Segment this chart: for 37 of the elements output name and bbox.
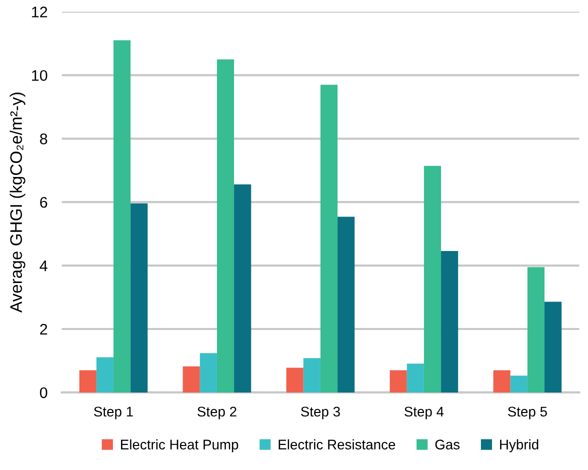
bar <box>130 203 148 392</box>
y-tick-label: 12 <box>32 6 48 18</box>
bar <box>493 370 510 392</box>
bar <box>406 364 424 392</box>
bar <box>200 353 217 392</box>
bar <box>424 166 442 392</box>
bar <box>182 366 200 392</box>
bar <box>113 40 131 392</box>
x-tick-label: Step 1 <box>94 406 133 420</box>
legend-label: Gas <box>435 440 460 450</box>
y-axis-title: Average GHGI (kgCO₂e/m²-y) <box>10 92 26 313</box>
bar <box>527 267 545 392</box>
x-tick-label: Step 3 <box>301 406 340 420</box>
bar <box>338 216 355 392</box>
y-tick-label: 0 <box>40 387 48 398</box>
bar <box>234 184 252 392</box>
bar <box>286 368 304 392</box>
legend-label: Electric Heat Pump <box>121 439 238 452</box>
y-tick-label: 6 <box>40 196 48 208</box>
bar <box>390 370 407 392</box>
y-tick-label: 8 <box>40 134 48 144</box>
x-tick-label: Step 5 <box>508 406 547 420</box>
bar <box>441 250 458 392</box>
bar <box>96 357 114 392</box>
legend-label: Electric Resistance <box>278 439 396 450</box>
bar <box>216 59 234 392</box>
x-tick-label: Step 2 <box>198 406 236 420</box>
bar <box>544 302 562 392</box>
bar <box>79 370 96 392</box>
y-tick-label: 10 <box>32 70 48 81</box>
y-tick-label: 4 <box>40 260 48 272</box>
bar <box>303 358 320 392</box>
bar <box>320 84 338 392</box>
y-tick-label: 2 <box>40 324 48 335</box>
bar <box>510 376 528 392</box>
legend-label: Hybrid <box>500 439 538 452</box>
x-tick-label: Step 4 <box>404 406 444 420</box>
